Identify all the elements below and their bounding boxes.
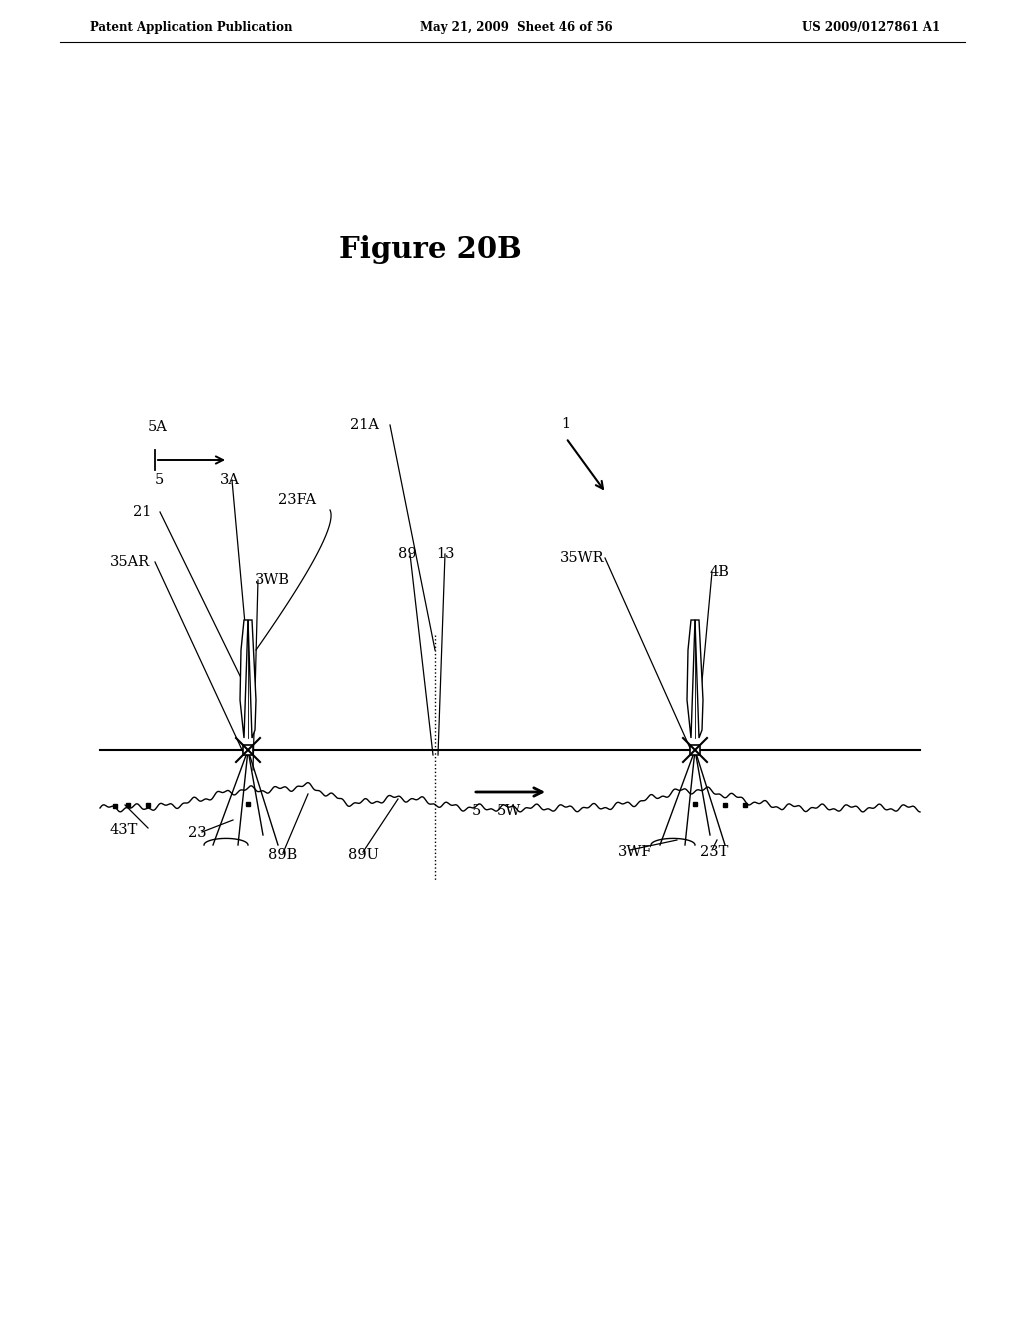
Text: 89: 89 — [398, 546, 417, 561]
Text: Figure 20B: Figure 20B — [339, 235, 521, 264]
Text: 5A: 5A — [148, 420, 168, 434]
Text: 43T: 43T — [110, 822, 138, 837]
Text: 13: 13 — [436, 546, 455, 561]
Text: 23FA: 23FA — [278, 492, 316, 507]
Text: 89B: 89B — [268, 847, 297, 862]
Text: 35AR: 35AR — [110, 554, 151, 569]
Text: US 2009/0127861 A1: US 2009/0127861 A1 — [802, 21, 940, 33]
Text: 1: 1 — [561, 417, 570, 432]
Text: 35WR: 35WR — [560, 550, 604, 565]
Text: 23: 23 — [188, 826, 207, 840]
Polygon shape — [248, 620, 256, 738]
Text: 5W: 5W — [497, 804, 521, 818]
Polygon shape — [687, 620, 695, 738]
Text: 21: 21 — [133, 506, 152, 519]
Bar — [243, 744, 253, 755]
Text: 5: 5 — [155, 473, 164, 487]
Text: 89U: 89U — [348, 847, 379, 862]
Text: 3WB: 3WB — [255, 573, 290, 587]
Text: 3WF: 3WF — [618, 845, 652, 859]
Text: Patent Application Publication: Patent Application Publication — [90, 21, 293, 33]
Text: 23T: 23T — [700, 845, 728, 859]
Polygon shape — [695, 620, 703, 738]
Text: 4B: 4B — [710, 565, 730, 579]
Text: 21A: 21A — [350, 418, 379, 432]
Text: 3A: 3A — [220, 473, 240, 487]
Text: May 21, 2009  Sheet 46 of 56: May 21, 2009 Sheet 46 of 56 — [420, 21, 612, 33]
Polygon shape — [240, 620, 248, 738]
Bar — [690, 744, 700, 755]
Text: 5: 5 — [472, 804, 481, 818]
